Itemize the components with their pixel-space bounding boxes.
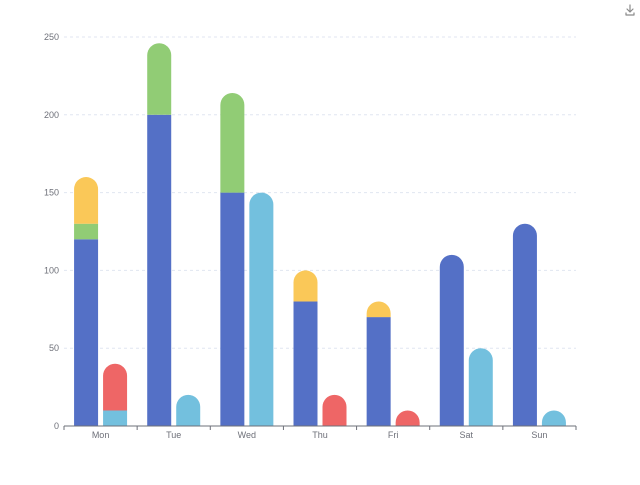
- bar-sat-stack1-series1[interactable]: [439, 254, 464, 426]
- bar-thu-stack1-series3[interactable]: [293, 270, 318, 302]
- x-tick-label: Tue: [166, 430, 181, 440]
- bar-fri-stack1-series3[interactable]: [366, 301, 391, 318]
- y-tick-label: 50: [49, 343, 59, 353]
- bar-fri-stack1-series1[interactable]: [366, 317, 391, 426]
- y-tick-label: 150: [44, 188, 59, 198]
- bar-wed-stack2-series1[interactable]: [249, 192, 274, 426]
- x-tick-label: Fri: [388, 430, 399, 440]
- y-tick-label: 250: [44, 32, 59, 42]
- bar-wed-stack1-series2[interactable]: [220, 93, 245, 193]
- bar-thu-stack2-series2[interactable]: [322, 394, 347, 426]
- axes: 0 50 100 150 200 250 Mon Tue Wed Thu Fri Sat Sun: [44, 32, 577, 440]
- x-tick-label: Sat: [460, 430, 474, 440]
- bar-sun-stack1-series1[interactable]: [512, 223, 537, 426]
- download-icon: [625, 4, 635, 16]
- bar-wed-stack1-series1[interactable]: [220, 192, 245, 426]
- x-tick-label: Mon: [92, 430, 110, 440]
- bars: [74, 43, 566, 427]
- x-tick-label: Thu: [312, 430, 328, 440]
- bar-sun-stack2-series1[interactable]: [541, 410, 566, 426]
- bar-fri-stack2-series2[interactable]: [395, 410, 420, 426]
- x-tick-label: Sun: [531, 430, 547, 440]
- bar-thu-stack1-series1[interactable]: [293, 301, 318, 426]
- bar-tue-stack2-series1[interactable]: [176, 394, 201, 426]
- bar-mon-stack2-series1[interactable]: [103, 410, 128, 426]
- grid-lines: [64, 36, 576, 349]
- bar-tue-stack1-series2[interactable]: [147, 43, 172, 115]
- bar-sat-stack2-series1[interactable]: [468, 348, 493, 426]
- bar-tue-stack1-series1[interactable]: [147, 114, 172, 427]
- bar-mon-stack1-series2[interactable]: [74, 223, 99, 240]
- bar-mon-stack1-series1[interactable]: [74, 239, 99, 426]
- bar-mon-stack1-series3[interactable]: [74, 177, 99, 224]
- y-tick-label: 200: [44, 110, 59, 120]
- y-tick-label: 0: [54, 421, 59, 431]
- y-tick-label: 100: [44, 265, 59, 275]
- bar-mon-stack2-series2[interactable]: [103, 363, 128, 411]
- x-tick-label: Wed: [238, 430, 256, 440]
- download-button[interactable]: [622, 2, 638, 18]
